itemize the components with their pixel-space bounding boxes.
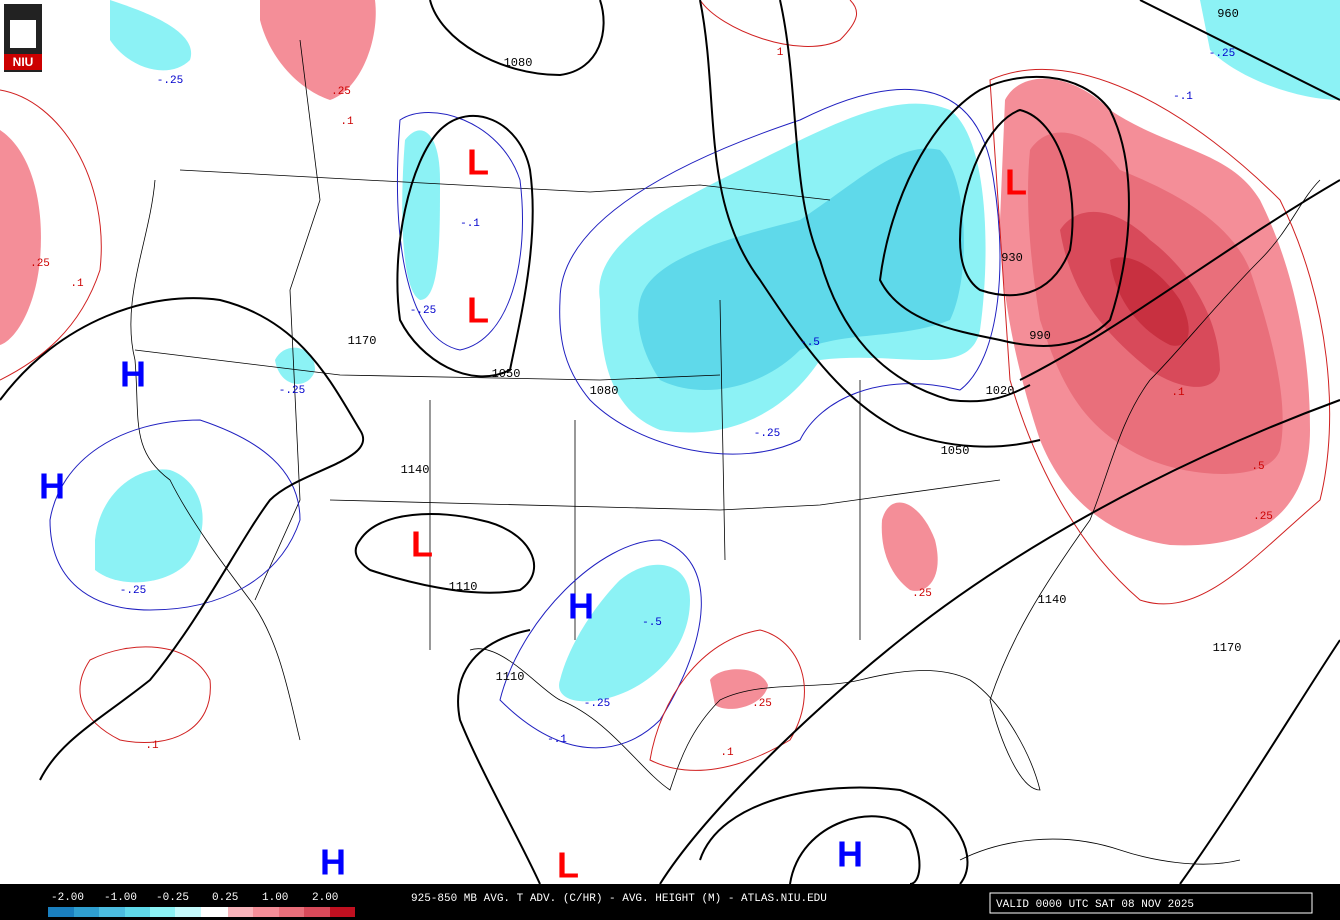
height-label: 930 (1001, 251, 1023, 265)
warm-label: .1 (145, 740, 159, 752)
cold-label: -.25 (584, 698, 610, 710)
cold-label: -.1 (460, 218, 480, 230)
warm-label: .25 (331, 86, 351, 98)
advection-contours (0, 0, 1331, 771)
cold-label: -.25 (1209, 48, 1235, 60)
warm-label: .25 (912, 588, 932, 600)
height-label: 1170 (348, 334, 377, 348)
warm-label: .25 (752, 698, 772, 710)
cold-labels: -.25 -.1 -.25 -.25 -.25 -.5 -.25 -.5 -.2… (120, 48, 1235, 746)
cold-label: -.5 (642, 617, 662, 629)
cold-label: -.25 (410, 305, 436, 317)
warm-label: .25 (1253, 511, 1273, 523)
map-title: 925-850 MB AVG. T ADV. (C/HR) - AVG. HEI… (411, 893, 827, 905)
height-label: 1050 (941, 444, 970, 458)
low-center: L (1005, 162, 1027, 203)
warm-label: .1 (720, 747, 734, 759)
logo-text: NIU (13, 55, 34, 69)
height-contours (0, 0, 1340, 885)
high-center: H (837, 834, 863, 875)
low-center: L (467, 290, 489, 331)
high-center: H (120, 354, 146, 395)
warm-label: .25 (30, 258, 50, 270)
low-center: L (411, 524, 433, 565)
pressure-centers: L L L L L H H H H H (39, 142, 1027, 886)
valid-box (989, 892, 1313, 914)
legend-label: -2.00 (51, 892, 84, 904)
height-label: 990 (1029, 329, 1051, 343)
cold-label: -.25 (279, 385, 305, 397)
color-legend: -2.00 -1.00 -0.25 0.25 1.00 2.00 (48, 892, 355, 917)
height-label: 1110 (449, 580, 478, 594)
high-center: H (320, 842, 346, 883)
height-labels: 1080 1170 1050 1080 1140 1110 1110 930 9… (348, 7, 1242, 684)
warm-advection-areas (0, 0, 1310, 709)
warm-label: .1 (340, 116, 354, 128)
logo: NIU (4, 4, 42, 72)
warm-labels: .25 .1 .25 .1 1 .1 .25 .1 .5 .25 .1 .25 (30, 47, 1273, 759)
height-label: 1050 (492, 367, 521, 381)
high-center: H (39, 466, 65, 507)
valid-time: VALID 0000 UTC SAT 08 NOV 2025 (996, 899, 1194, 911)
cold-advection-areas (95, 0, 1340, 702)
legend-label: 1.00 (262, 892, 288, 904)
height-label: 1020 (986, 384, 1015, 398)
legend-label: 2.00 (312, 892, 338, 904)
cold-label: -.1 (547, 734, 567, 746)
height-label: 1140 (1038, 593, 1067, 607)
height-label: 1080 (504, 56, 533, 70)
low-center: L (557, 845, 579, 886)
height-label: 1080 (590, 384, 619, 398)
cold-label: -.25 (120, 585, 146, 597)
cold-label: -.25 (157, 75, 183, 87)
warm-label: 1 (777, 47, 784, 59)
height-label: 1170 (1213, 641, 1242, 655)
height-label: 1140 (401, 463, 430, 477)
warm-label: .1 (70, 278, 84, 290)
high-center: H (568, 586, 594, 627)
height-label: 1110 (496, 670, 525, 684)
cold-label: -.5 (800, 337, 820, 349)
legend-label: -0.25 (156, 892, 189, 904)
cold-label: -.1 (1173, 91, 1193, 103)
warm-label: .5 (1251, 461, 1264, 473)
legend-label: -1.00 (104, 892, 137, 904)
legend-label: 0.25 (212, 892, 238, 904)
low-center: L (467, 142, 489, 183)
height-label: 960 (1217, 7, 1239, 21)
warm-label: .1 (1171, 387, 1185, 399)
cold-label: -.25 (754, 428, 780, 440)
